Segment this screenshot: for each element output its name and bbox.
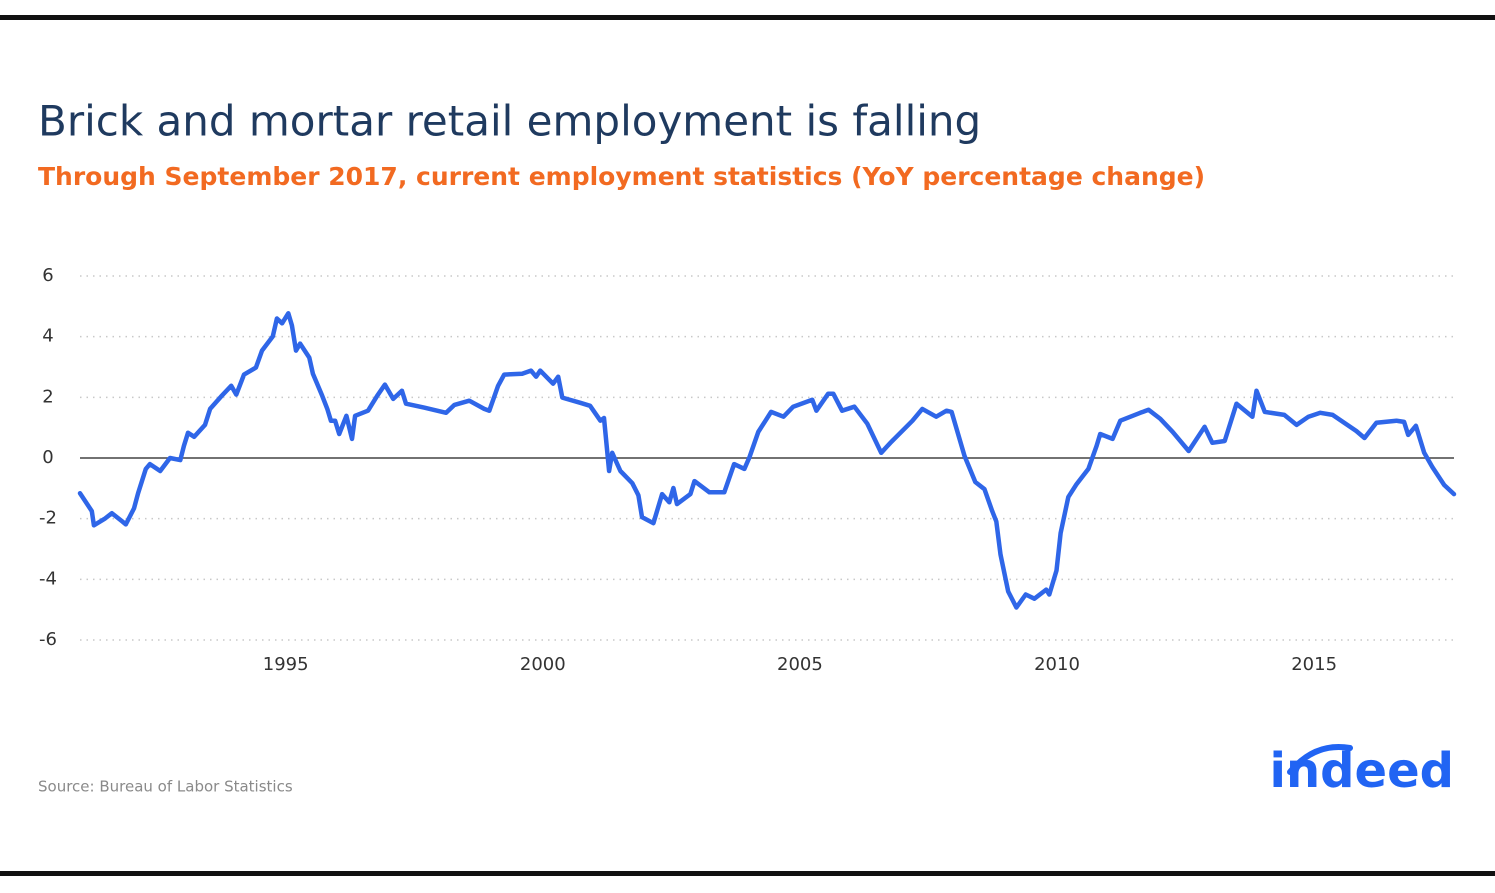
y-tick-label: 2 <box>42 386 53 407</box>
series-line <box>77 311 1457 610</box>
y-tick-label: -2 <box>39 508 57 529</box>
x-tick-label: 1995 <box>263 654 309 675</box>
y-tick-label: 6 <box>42 265 53 286</box>
y-tick-label: -4 <box>39 568 57 589</box>
x-tick-label: 2005 <box>777 654 823 675</box>
y-tick-label: 0 <box>42 447 53 468</box>
y-tick-label: 4 <box>42 326 53 347</box>
bottom-rule <box>0 871 1495 876</box>
chart-subtitle: Through September 2017, current employme… <box>38 162 1205 191</box>
x-tick-label: 2000 <box>520 654 566 675</box>
y-tick-label: -6 <box>39 629 57 650</box>
x-tick-label: 2010 <box>1034 654 1080 675</box>
top-rule <box>0 15 1495 20</box>
chart-title: Brick and mortar retail employment is fa… <box>38 97 981 146</box>
logo-arc <box>1287 744 1353 775</box>
x-tick-label: 2015 <box>1291 654 1337 675</box>
source: Source: Bureau of Labor Statistics <box>38 778 293 796</box>
logo: indeed <box>1270 743 1454 799</box>
